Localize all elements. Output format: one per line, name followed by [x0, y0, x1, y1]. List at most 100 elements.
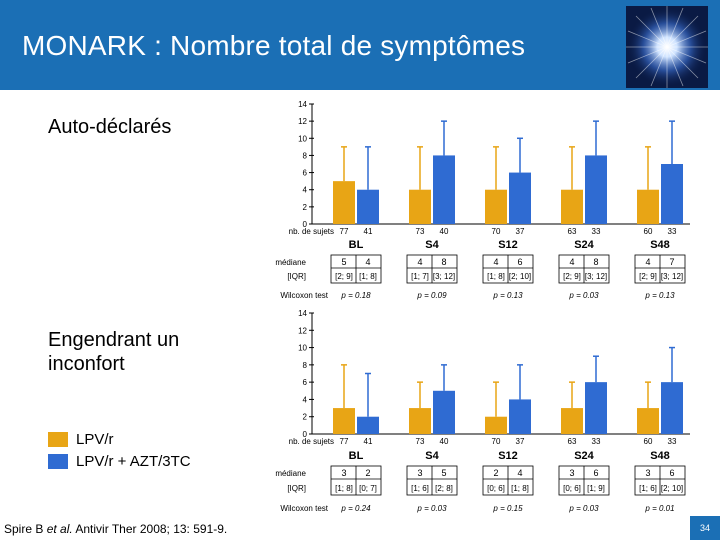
- chart-1-y-tick-label: 0: [303, 220, 308, 229]
- chart-2-median-azt: 6: [669, 468, 674, 478]
- chart-2-bar: [585, 382, 607, 434]
- legend-item-lpv: LPV/r: [48, 428, 191, 450]
- chart-2-title: Engendrant un inconfort: [48, 329, 180, 375]
- chart-2-n-lpv: 60: [644, 437, 653, 446]
- chart-1-median-azt: 7: [669, 257, 674, 267]
- legend-swatch-azt: [48, 453, 68, 469]
- chart-1-median-azt: 4: [365, 257, 370, 267]
- chart-2-n-lpv: 77: [340, 437, 349, 446]
- chart-1-bar: [485, 189, 507, 224]
- chart-1-row-label-iqr: [IQR]: [287, 272, 306, 281]
- chart-1-title: Auto-déclarés: [48, 116, 172, 138]
- chart-2-y-tick-label: 4: [303, 395, 308, 404]
- chart-1-n-azt: 37: [516, 227, 525, 236]
- chart-2-iqr-lpv: [1; 6]: [411, 484, 429, 493]
- citation: Spire B et al. Antivir Ther 2008; 13: 59…: [4, 522, 227, 536]
- chart-1-n-lpv: 60: [644, 227, 653, 236]
- chart-2-row-label-median: médiane: [275, 469, 306, 478]
- citation-etal: et al.: [46, 522, 73, 536]
- chart-1-n-lpv: 77: [340, 227, 349, 236]
- chart-1-wilcoxon-p: p = 0.09: [416, 291, 447, 300]
- chart-2-category-label: S4: [425, 450, 439, 462]
- chart-1-iqr-azt: [3; 12]: [661, 272, 683, 281]
- chart-1-iqr-azt: [3; 12]: [585, 272, 607, 281]
- chart-1-y-tick-label: 2: [303, 203, 308, 212]
- chart-2-iqr-lpv: [1; 8]: [335, 484, 353, 493]
- chart-2-bar: [661, 382, 683, 434]
- chart-2-wilcoxon-p: p = 0.24: [340, 504, 371, 513]
- legend-swatch-lpv: [48, 431, 68, 447]
- chart-2-row-label-wilcoxon: Wilcoxon test: [280, 504, 328, 513]
- chart-1-wilcoxon-p: p = 0.13: [492, 291, 523, 300]
- chart-1-category-label: S12: [498, 239, 518, 251]
- chart-2-iqr-lpv: [1; 6]: [639, 484, 657, 493]
- chart-1-bar: [561, 189, 583, 224]
- chart-1-bar: [357, 189, 379, 224]
- legend: LPV/r LPV/r + AZT/3TC: [48, 428, 191, 472]
- chart-2-wilcoxon-p: p = 0.01: [644, 504, 674, 513]
- chart-2-wilcoxon-p: p = 0.03: [568, 504, 599, 513]
- chart-1-bar: [509, 172, 531, 224]
- chart-2-median-lpv: 3: [569, 468, 574, 478]
- chart-2-y-tick-label: 0: [303, 430, 308, 439]
- chart-1-median-lpv: 5: [341, 257, 346, 267]
- chart-2-median-lpv: 3: [341, 468, 346, 478]
- chart-2-y-tick-label: 8: [303, 361, 308, 370]
- chart-1-row-label-median: médiane: [275, 258, 306, 267]
- chart-1-bar: [661, 164, 683, 224]
- chart-2-median-azt: 5: [441, 468, 446, 478]
- chart-2-n-azt: 40: [440, 437, 449, 446]
- chart-2-y-tick-label: 14: [298, 309, 307, 318]
- chart-1-category-label: S4: [425, 239, 439, 251]
- chart-2-iqr-lpv: [0; 6]: [563, 484, 581, 493]
- chart-2-iqr-azt: [2; 10]: [661, 484, 683, 493]
- chart-2-category-label: BL: [349, 450, 364, 462]
- chart-2-category-label: S12: [498, 450, 518, 462]
- chart-1-iqr-lpv: [2; 9]: [335, 272, 353, 281]
- chart-2-bar: [509, 399, 531, 434]
- chart-1-iqr-azt: [3; 12]: [433, 272, 455, 281]
- chart-1-iqr-azt: [1; 8]: [359, 272, 377, 281]
- chart-2-category-label: S24: [574, 450, 594, 462]
- chart-1-median-azt: 8: [593, 257, 598, 267]
- chart-2-median-lpv: 3: [645, 468, 650, 478]
- chart-2-row-label-iqr: [IQR]: [287, 484, 306, 493]
- citation-authors: Spire B: [4, 522, 47, 536]
- chart-2-iqr-azt: [1; 9]: [587, 484, 605, 493]
- chart-2-n-lpv: 70: [492, 437, 501, 446]
- chart-2-row-label-n: nb. de sujets: [289, 437, 334, 446]
- chart-2-y-tick-label: 10: [298, 344, 307, 353]
- chart-2-iqr-lpv: [0; 6]: [487, 484, 505, 493]
- chart-1-n-lpv: 70: [492, 227, 501, 236]
- chart-1-category-label: S24: [574, 239, 594, 251]
- chart-1-n-lpv: 63: [568, 227, 577, 236]
- chart-2-n-lpv: 63: [568, 437, 577, 446]
- chart-1-bar: [433, 155, 455, 224]
- chart-2-median-azt: 4: [517, 468, 522, 478]
- header-bar: MONARK : Nombre total de symptômes: [0, 0, 720, 90]
- chart-1-category-label: S48: [650, 239, 670, 251]
- chart-2-n-azt: 41: [364, 437, 373, 446]
- chart-1-y-tick-label: 12: [298, 117, 307, 126]
- chart-2-bar: [333, 408, 355, 434]
- chart-1-median-lpv: 4: [417, 257, 422, 267]
- legend-label-azt: LPV/r + AZT/3TC: [76, 452, 191, 470]
- chart-2-bar: [485, 416, 507, 434]
- chart-2-iqr-azt: [1; 8]: [511, 484, 529, 493]
- starburst-logo: [626, 6, 708, 88]
- chart-1-y-tick-label: 14: [298, 100, 307, 109]
- chart-2-median-azt: 2: [365, 468, 370, 478]
- chart-1-wilcoxon-p: p = 0.18: [340, 291, 371, 300]
- chart-1-wilcoxon-p: p = 0.13: [644, 291, 675, 300]
- chart-1-y-tick-label: 10: [298, 134, 307, 143]
- chart-1-iqr-lpv: [1; 8]: [487, 272, 505, 281]
- chart-1-category-label: BL: [349, 239, 364, 251]
- chart-2-iqr-azt: [2; 8]: [435, 484, 453, 493]
- chart-1-n-azt: 40: [440, 227, 449, 236]
- chart-1-n-lpv: 73: [416, 227, 425, 236]
- chart-1-n-azt: 33: [592, 227, 601, 236]
- chart-1-row-label-n: nb. de sujets: [289, 227, 334, 236]
- chart-1-iqr-azt: [2; 10]: [509, 272, 531, 281]
- chart-1-iqr-lpv: [2; 9]: [639, 272, 657, 281]
- chart-1-bar: [333, 181, 355, 224]
